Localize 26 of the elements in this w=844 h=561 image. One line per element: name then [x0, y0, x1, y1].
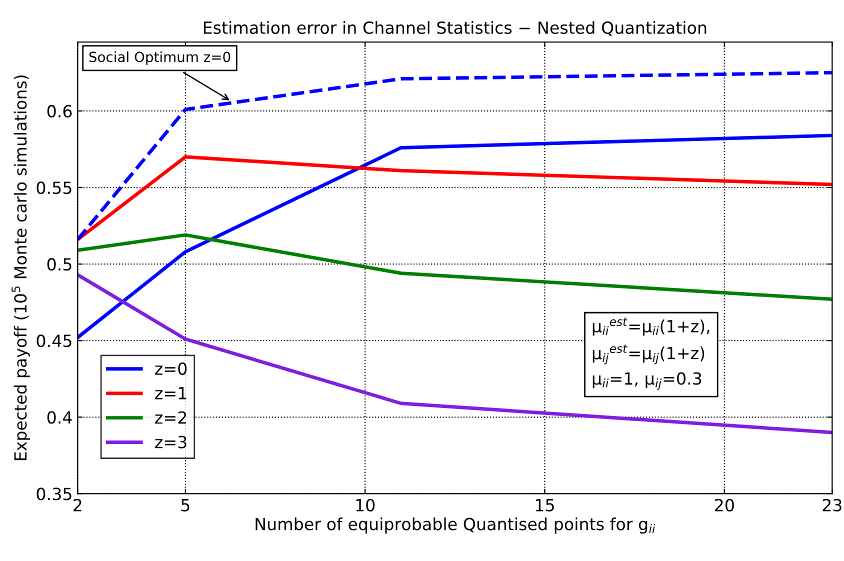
x-tick-label: 23	[822, 498, 842, 512]
annotation: Social Optimum z=0	[89, 51, 230, 65]
x-tick-label: 2	[74, 498, 82, 512]
line-series	[78, 155, 832, 242]
y-tick-label: 0.6	[47, 104, 72, 118]
legend-label: z=0	[155, 362, 187, 375]
y-tick-label: 0.5	[47, 258, 72, 271]
legend-label: z=3	[155, 436, 186, 448]
y-axis-title: Expected payoff (10$^{5}$ Monte carlo simulations)	[12, 76, 30, 460]
y-tick-label: 0.4	[47, 411, 72, 424]
line-series	[78, 233, 832, 301]
x-tick-label: 5	[181, 499, 190, 512]
line-series	[78, 70, 832, 242]
chart-title: Estimation error in Channel Statistics − Nested Quantization	[204, 21, 706, 36]
y-tick-label: 0.45	[36, 334, 72, 348]
y-tick-label: 0.55	[36, 181, 72, 194]
x-tick-label: 15	[536, 499, 554, 512]
x-axis-title: Number of equiprobable Quantised points for g$_{ii}$	[256, 517, 656, 534]
x-tick-label: 20	[715, 498, 734, 512]
y-tick-label: 0.35	[36, 488, 72, 500]
text: μ$_{ii}$$^{est}$=μ$_{ii}$(1+z), μ$_{ij}$$^{est}$=μ$_{ij}$(1+z) μ$_{ii}$=1, μ$_{ij}$=0.3	[592, 318, 710, 390]
line-series	[78, 273, 832, 434]
line-series	[78, 134, 832, 340]
legend-label: z=1	[155, 387, 186, 400]
x-tick-label: 10	[356, 498, 375, 512]
legend-label: z=2	[155, 411, 186, 424]
